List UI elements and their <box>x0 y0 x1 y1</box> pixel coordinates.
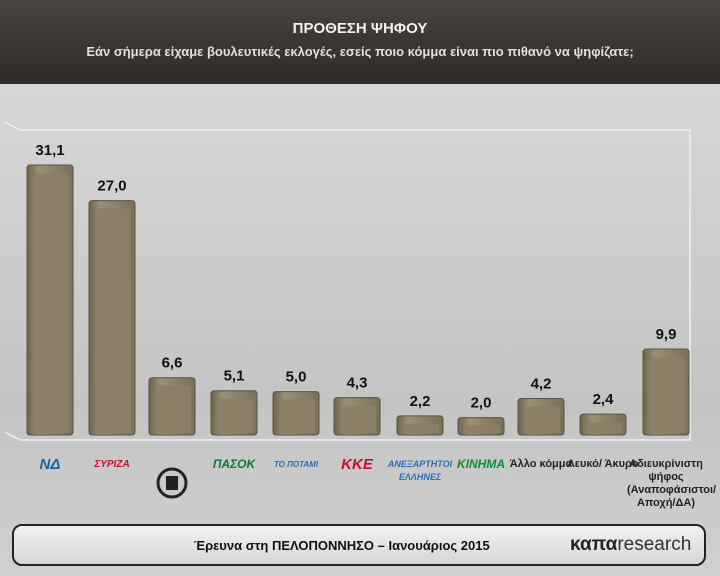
x-tick-label: ΠΑΣΟΚ <box>212 457 256 471</box>
value-label: 5,0 <box>286 369 307 386</box>
x-tick-label: Άλλο κόμμα <box>509 458 573 470</box>
x-tick-label: ΣΥΡΙΖΑ <box>94 459 130 470</box>
brand-bold: καπα <box>570 534 618 555</box>
chart-title: ΠΡΟΘΕΣΗ ΨΗΦΟΥ <box>292 20 428 37</box>
header: ΠΡΟΘΕΣΗ ΨΗΦΟΥ Εάν σήμερα είχαμε βουλευτι… <box>0 0 720 84</box>
bar-face <box>281 399 315 433</box>
bar-face <box>342 405 376 433</box>
value-label: 9,9 <box>656 326 677 343</box>
footer-text: Έρευνα στη ΠΕΛΟΠΟΝΝΗΣΟ – Ιανουάριος 2015 <box>194 538 490 553</box>
value-label: 6,6 <box>162 355 183 372</box>
bar-face <box>219 398 253 433</box>
value-label: 5,1 <box>224 368 245 385</box>
brand-light: research <box>617 534 692 555</box>
bar-face <box>157 385 191 433</box>
value-label: 2,4 <box>593 391 615 408</box>
plot-frame <box>4 121 691 441</box>
footer-box: Έρευνα στη ΠΕΛΟΠΟΝΝΗΣΟ – Ιανουάριος 2015… <box>12 524 706 566</box>
party-logo <box>166 476 178 490</box>
x-tick-label: ΤΟ ΠΟΤΑΜΙ <box>273 460 319 469</box>
bar-face <box>35 173 69 433</box>
party-logo <box>156 467 188 499</box>
value-label: 2,0 <box>471 395 492 412</box>
value-label: 4,3 <box>347 375 368 392</box>
x-tick-label: Λευκό/ Άκυρο <box>567 458 639 470</box>
value-label: 31,1 <box>35 142 64 159</box>
x-tick-label: Αδιευκρίνιστη ψήφος (Αναποφάσιστοι/ Αποχ… <box>627 458 717 509</box>
value-label: 4,2 <box>531 376 552 393</box>
bar-face <box>526 406 560 433</box>
bar-face <box>588 422 622 433</box>
brand: καπαresearch <box>570 534 691 556</box>
value-label: 2,2 <box>410 393 431 410</box>
bar-face <box>466 425 500 433</box>
bar-face <box>97 208 131 433</box>
x-tick-label: ΑΝΕΞΑΡΤΗΤΟΙ ΕΛΛΗΝΕΣ <box>387 459 453 482</box>
x-tick-label: ΝΔ <box>39 456 61 473</box>
bar-face <box>651 357 685 433</box>
chart-subtitle: Εάν σήμερα είχαμε βουλευτικές εκλογές, ε… <box>86 44 634 59</box>
x-tick-label: ΚΙΝΗΜΑ <box>457 457 505 471</box>
value-label: 27,0 <box>97 178 126 195</box>
x-tick-label: ΚΚΕ <box>341 456 373 473</box>
bar-face <box>405 423 439 433</box>
